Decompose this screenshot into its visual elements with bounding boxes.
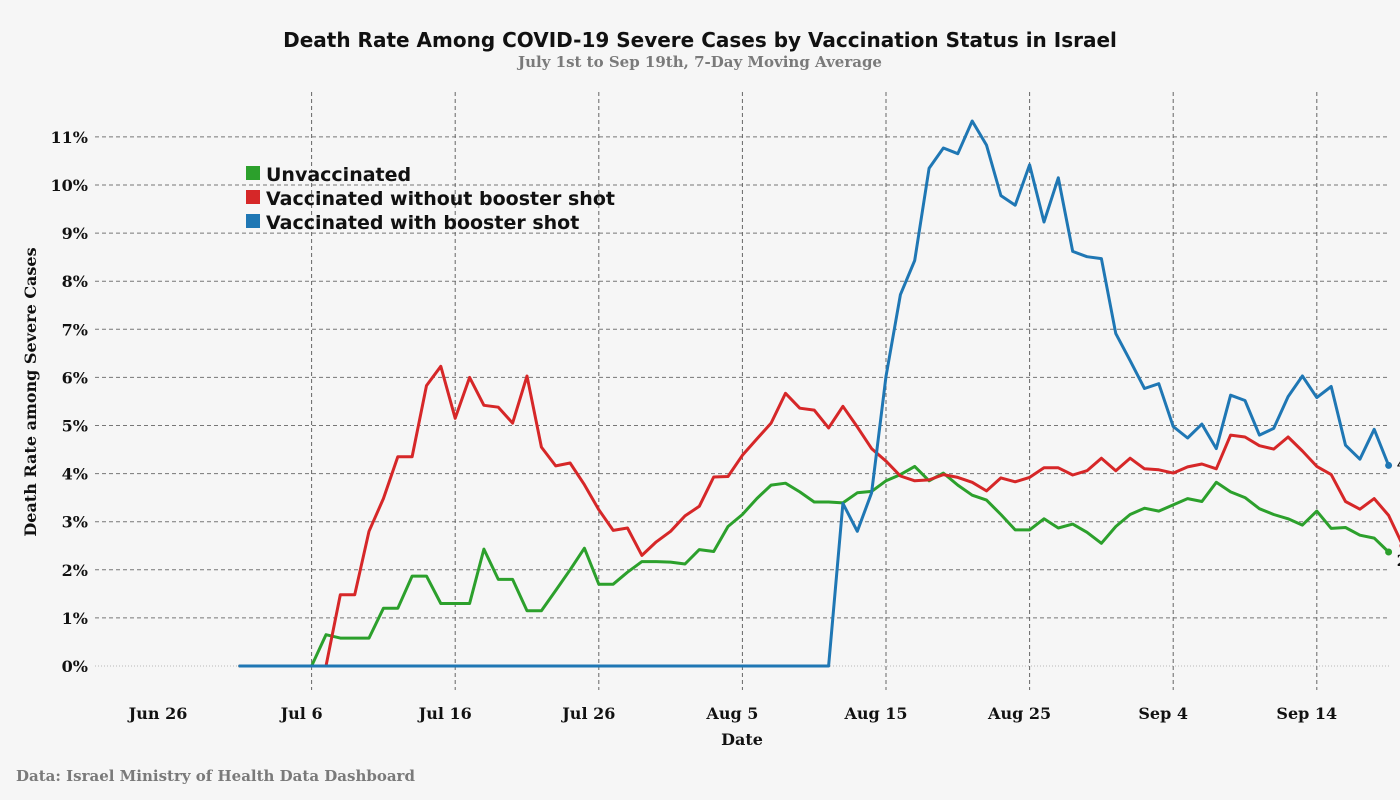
y-tick-label: 5%: [62, 417, 88, 436]
x-tick-label: Jul 26: [560, 704, 615, 723]
x-tick-label: Aug 25: [987, 704, 1051, 723]
y-tick-label: 7%: [62, 320, 88, 339]
x-tick-label: Aug 15: [843, 704, 907, 723]
y-tick-label: 10%: [51, 176, 88, 195]
y-tick-label: 6%: [62, 368, 88, 387]
y-tick-label: 2%: [62, 561, 88, 580]
x-tick-label: Jul 16: [417, 704, 472, 723]
legend-label-unvaccinated: Unvaccinated: [266, 164, 411, 186]
y-tick-label: 9%: [62, 224, 88, 243]
legend-swatch-vaccinated-without-booster-shot: [246, 190, 260, 204]
y-tick-label: 4%: [62, 465, 88, 484]
series-line-vaccinated-without-booster-shot: [238, 364, 1400, 668]
x-tick-label: Aug 5: [705, 704, 758, 723]
series-lines: [238, 119, 1400, 668]
end-labels: 2.4%2.5%4.2%: [1397, 454, 1400, 570]
chart-subtitle: July 1st to Sep 19th, 7-Day Moving Avera…: [516, 53, 882, 71]
chart-title: Death Rate Among COVID-19 Severe Cases b…: [283, 28, 1117, 52]
series-line-vaccinated-with-booster-shot: [238, 119, 1391, 668]
legend-swatch-unvaccinated: [246, 166, 260, 180]
legend-label-vaccinated-without-booster-shot: Vaccinated without booster shot: [266, 188, 615, 210]
series-line-unvaccinated: [238, 464, 1391, 668]
legend-label-vaccinated-with-booster-shot: Vaccinated with booster shot: [266, 212, 579, 234]
source-note: Data: Israel Ministry of Health Data Das…: [16, 767, 415, 785]
y-tick-label: 8%: [62, 272, 88, 291]
end-point-unvaccinated: [1385, 548, 1393, 556]
end-point-vaccinated-with-booster-shot: [1385, 461, 1393, 469]
y-tick-label: 11%: [51, 128, 88, 147]
x-axis-title: Date: [721, 730, 763, 749]
x-tick-label: Sep 14: [1276, 704, 1337, 723]
x-tick-label: Sep 4: [1138, 704, 1188, 723]
legend-swatch-vaccinated-with-booster-shot: [246, 214, 260, 228]
y-tick-label: 3%: [62, 513, 88, 532]
end-label-vaccinated-with-booster-shot: 4.2%: [1397, 454, 1400, 473]
y-axis-ticks: 0% 1% 2% 3% 4% 5% 6% 7% 8% 9% 10% 11%: [51, 128, 88, 676]
y-axis-title: Death Rate among Severe Cases: [21, 247, 40, 536]
y-tick-label: 1%: [62, 609, 88, 628]
end-label-unvaccinated: 2.4%: [1397, 551, 1400, 570]
x-tick-label: Jun 26: [127, 704, 188, 723]
y-tick-label: 0%: [62, 657, 88, 676]
x-tick-label: Jul 6: [279, 704, 323, 723]
grid-lines: [95, 92, 1390, 690]
x-axis-ticks: Jun 26 Jul 6 Jul 16 Jul 26 Aug 5 Aug 15 Aug 25…: [127, 704, 1338, 723]
